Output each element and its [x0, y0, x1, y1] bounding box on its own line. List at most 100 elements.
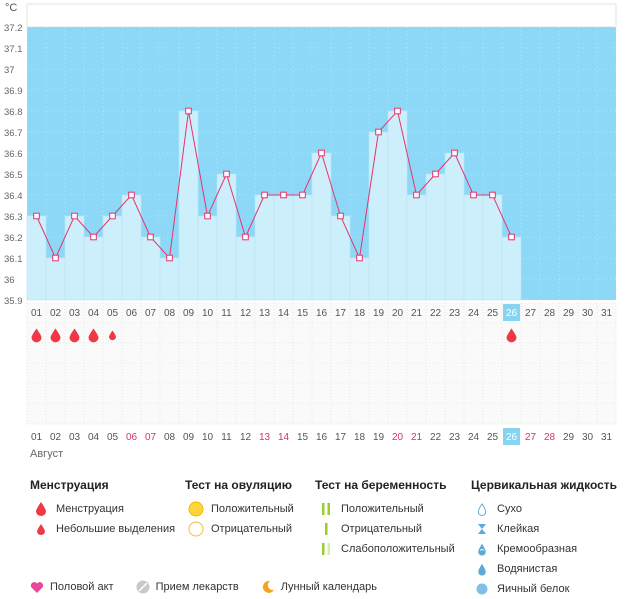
temperature-bar	[197, 215, 218, 301]
x-tick-label: 14	[278, 432, 290, 443]
temperature-bar	[159, 257, 180, 301]
legend-row: Положительный	[315, 499, 455, 519]
x-tick-label: 14	[278, 308, 290, 319]
x-tick-label: 10	[202, 308, 214, 319]
lunar-item: Лунный календарь	[261, 580, 377, 594]
x-axis: 01 02 03 04 05 06 07 08 09 10 11 12 13 14 15 16 17 18 19 20…	[31, 304, 613, 321]
legend-cervical-title: Цервикальная жидкость	[471, 478, 618, 492]
legend-label: Менструация	[56, 503, 124, 515]
temperature-point	[71, 212, 78, 220]
temperature-bar	[330, 215, 351, 301]
temperature-point	[223, 170, 230, 178]
temperature-point	[432, 170, 439, 178]
bottom-label: Прием лекарств	[155, 581, 239, 593]
legend-label: Сухо	[497, 503, 522, 515]
legend-row: Положительный	[185, 499, 294, 519]
x-tick-label: 20	[392, 432, 404, 443]
legend-menstruation: Менструация Менструация Небольшие выделе…	[30, 478, 175, 539]
legend-row: Сухо	[471, 499, 617, 519]
negative-ovulation-icon	[185, 521, 207, 537]
x-tick-label: 25	[487, 432, 499, 443]
temperature-bar	[102, 215, 123, 301]
x-tick-label: 05	[107, 432, 119, 443]
x-tick-label: 12	[240, 308, 252, 319]
y-tick-label: 36	[4, 275, 15, 286]
temperature-point	[451, 149, 458, 157]
legend-label: Кремообразная	[497, 543, 578, 555]
y-tick-label: 36.3	[4, 212, 23, 223]
temperature-bar	[501, 236, 522, 301]
x-tick-label: 23	[449, 308, 461, 319]
x-tick-label: 21	[411, 432, 423, 443]
x-tick-label: 01	[31, 432, 43, 443]
y-tick-label: 36.9	[4, 86, 23, 97]
temperature-series	[26, 107, 522, 301]
x-tick-label: 03	[69, 308, 81, 319]
x-tick-label: 09	[183, 308, 195, 319]
legend-pregnancy-title: Тест на беременность	[315, 478, 447, 492]
y-tick-label: 36.4	[4, 191, 23, 202]
y-tick-label: 36.1	[4, 254, 23, 265]
heart-icon	[30, 581, 44, 594]
temperature-bar	[235, 236, 256, 301]
x-tick-label: 27	[525, 308, 537, 319]
x-tick-label: 09	[183, 432, 195, 443]
period-markers	[31, 328, 517, 343]
temperature-point	[33, 212, 40, 220]
temperature-bar	[64, 215, 85, 301]
temperature-point	[356, 254, 363, 262]
x-tick-label: 06	[126, 308, 138, 319]
y-tick-label: 37.1	[4, 44, 23, 55]
blood-drop-icon	[30, 502, 52, 516]
x-tick-label: 07	[145, 432, 157, 443]
temperature-bar	[216, 173, 237, 301]
y-tick-label: 36.2	[4, 233, 23, 244]
temperature-point	[242, 233, 249, 241]
legend-label: Водянистая	[497, 563, 558, 575]
temperature-point	[90, 233, 97, 241]
legend-row: Водянистая	[471, 559, 617, 579]
temperature-point	[204, 212, 211, 220]
temperature-point	[299, 191, 306, 199]
today-highlight	[503, 428, 520, 445]
x-tick-label: 04	[88, 308, 100, 319]
creamy-icon	[471, 543, 493, 556]
x-tick-label: 31	[601, 308, 613, 319]
x-tick-label: 18	[354, 432, 366, 443]
legend-pregnancy: Тест на беременность Положительный Отриц…	[315, 478, 455, 559]
period-drop	[69, 328, 80, 343]
y-tick-label: 37	[4, 65, 15, 76]
temperature-point	[52, 254, 59, 262]
x-tick-label: 13	[259, 308, 271, 319]
y-tick-label: 36.5	[4, 170, 23, 181]
intercourse-item: Половой акт	[30, 581, 114, 594]
month-label: Август	[30, 448, 63, 460]
temperature-point	[261, 191, 268, 199]
temperature-point	[337, 212, 344, 220]
x-tick-label: 18	[354, 308, 366, 319]
dry-icon	[471, 502, 493, 516]
x-tick-label: 11	[221, 308, 232, 319]
period-drop	[31, 328, 42, 343]
x-tick-label: 15	[297, 432, 309, 443]
legend-row: Небольшие выделения	[30, 519, 175, 539]
x-tick-label: 30	[582, 432, 594, 443]
x-tick-label: 29	[563, 308, 575, 319]
temperature-point	[128, 191, 135, 199]
single-line-icon	[315, 522, 337, 536]
temperature-bar	[406, 194, 427, 301]
x-tick-label: 19	[373, 432, 385, 443]
y-axis: 35.9 36 36.1 36.2 36.3 36.4 36.5 36.6 36.7 36.8 36…	[4, 23, 23, 307]
symptoms-grid	[27, 303, 616, 425]
temperature-point	[413, 191, 420, 199]
temperature-point	[109, 212, 116, 220]
x-tick-label: 22	[430, 308, 442, 319]
x-tick-label: 27	[525, 432, 537, 443]
legend-label: Положительный	[341, 503, 424, 515]
legend-ovulation: Тест на овуляцию Положительный Отрицател…	[185, 478, 294, 539]
x-tick-label: 17	[335, 432, 347, 443]
chart-header	[26, 3, 617, 28]
x-tick-label: 10	[202, 432, 214, 443]
temperature-bar	[463, 194, 484, 301]
x-tick-label: 16	[316, 432, 328, 443]
